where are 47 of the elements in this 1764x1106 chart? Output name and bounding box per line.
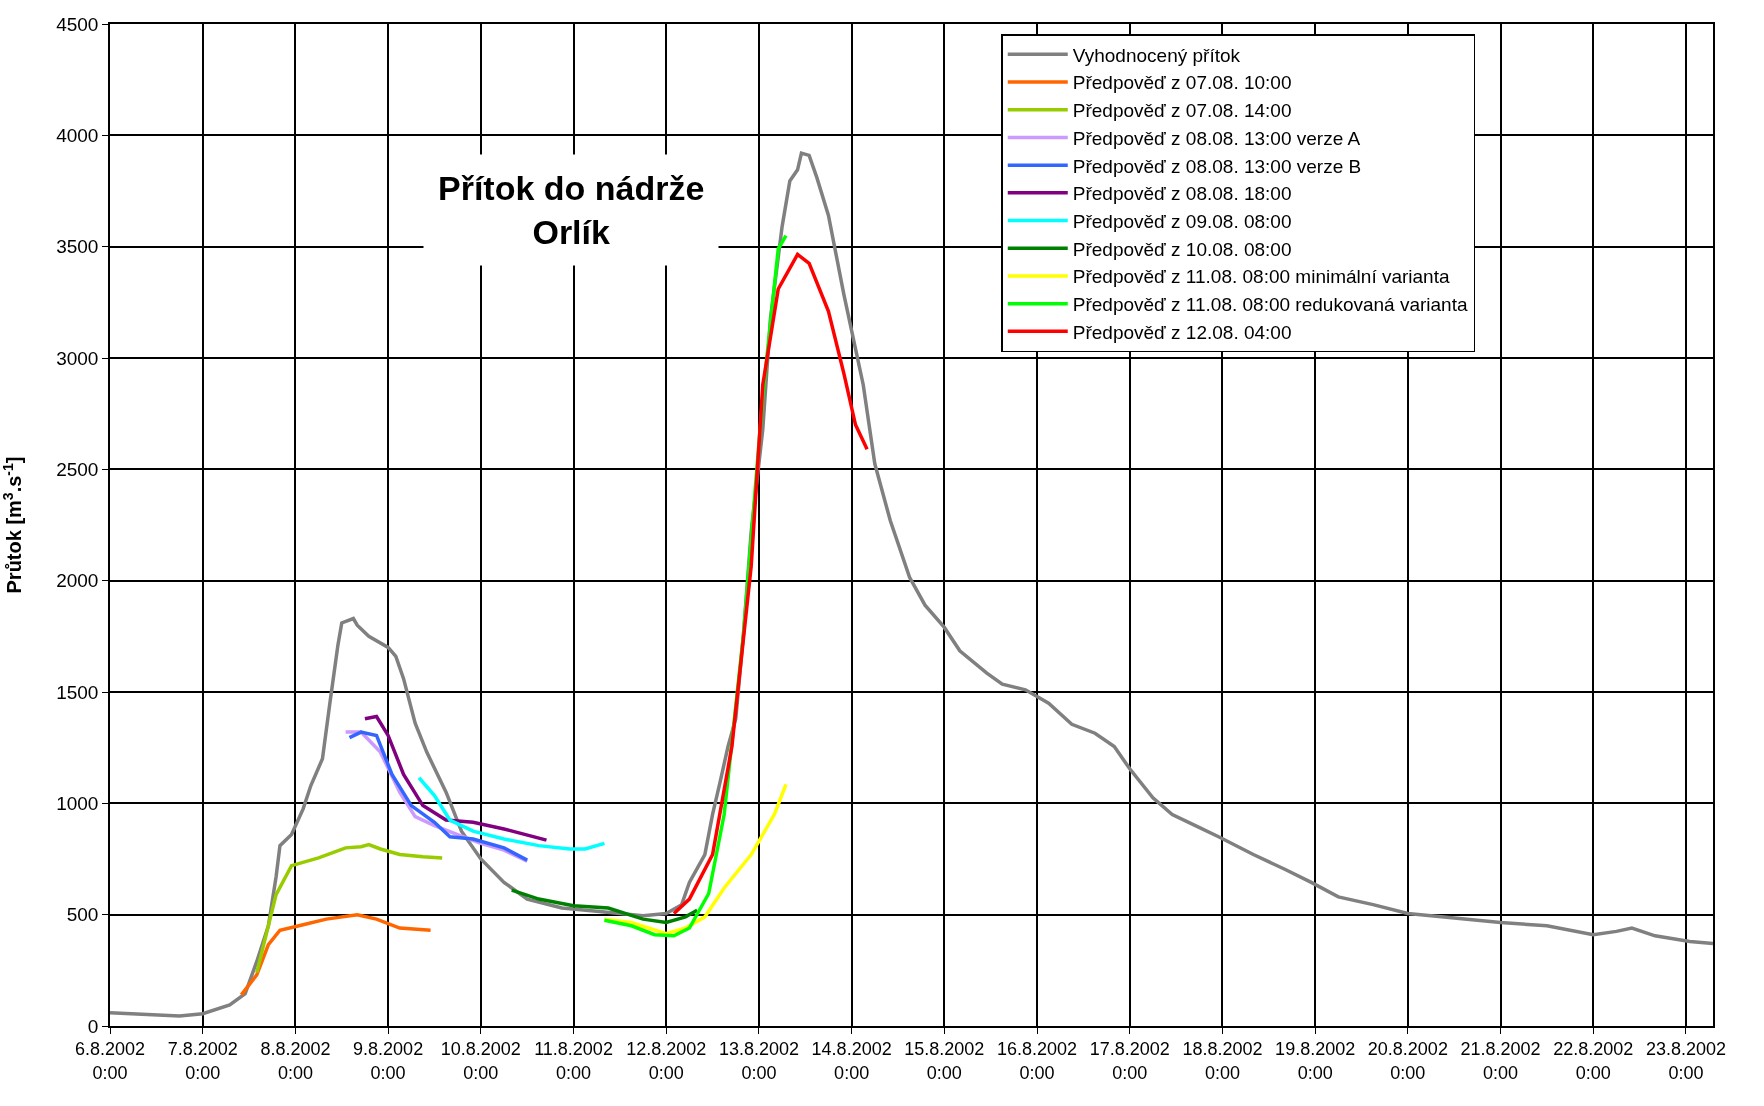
y-tick-label: 1000 xyxy=(56,792,99,814)
line-series xyxy=(363,714,549,842)
line-series xyxy=(239,912,433,997)
x-tick-label: 15.8.2002 0:00 xyxy=(904,1039,985,1083)
y-tick-label: 3000 xyxy=(56,347,99,369)
legend-label: Vyhodnocený přítok xyxy=(1072,44,1241,66)
x-tick-label: 19.8.2002 0:00 xyxy=(1275,1039,1356,1083)
y-tick-label: 2000 xyxy=(56,570,99,592)
y-tick-label: 2500 xyxy=(56,458,99,480)
x-tick-label: 23.8.2002 0:00 xyxy=(1645,1039,1726,1083)
x-tick-label: 10.8.2002 0:00 xyxy=(440,1039,521,1083)
x-tick-label: 6.8.2002 0:00 xyxy=(74,1039,146,1083)
x-tick-label: 14.8.2002 0:00 xyxy=(811,1039,892,1083)
x-tick-label: 12.8.2002 0:00 xyxy=(626,1039,707,1083)
line-series xyxy=(602,782,788,936)
legend-label: Předpověď z 08.08. 13:00 verze A xyxy=(1072,127,1361,149)
legend-label: Předpověď z 11.08. 08:00 redukovaná varianta xyxy=(1072,294,1468,316)
x-tick-label: 22.8.2002 0:00 xyxy=(1553,1039,1634,1083)
x-tick-label: 20.8.2002 0:00 xyxy=(1367,1039,1448,1083)
y-tick-label: 3500 xyxy=(56,236,99,258)
x-tick-label: 13.8.2002 0:00 xyxy=(718,1039,799,1083)
legend-label: Předpověď z 08.08. 13:00 verze B xyxy=(1072,155,1362,177)
legend-label: Předpověď z 12.08. 04:00 xyxy=(1072,321,1292,343)
x-tick-label: 7.8.2002 0:00 xyxy=(167,1039,238,1083)
line-series xyxy=(255,842,444,975)
y-tick-label: 1500 xyxy=(56,681,99,703)
legend-label: Předpověď z 07.08. 14:00 xyxy=(1072,100,1292,122)
text: Přítok do nádrže Orlík xyxy=(438,169,705,252)
x-tick-label: 9.8.2002 0:00 xyxy=(353,1039,424,1083)
legend-label: Předpověď z 10.08. 08:00 xyxy=(1072,238,1292,260)
x-tick-label: 11.8.2002 0:00 xyxy=(534,1039,613,1083)
legend-label: Předpověď z 11.08. 08:00 minimální varianta xyxy=(1072,266,1450,288)
legend-label: Předpověď z 08.08. 18:00 xyxy=(1072,183,1292,205)
y-tick-label: 4500 xyxy=(56,13,99,35)
x-tick-label: 18.8.2002 0:00 xyxy=(1182,1039,1263,1083)
line-series xyxy=(672,252,869,916)
y-tick-label: 4000 xyxy=(56,124,99,146)
y-tick-label: 0 xyxy=(87,1015,99,1037)
x-tick-label: 8.8.2002 0:00 xyxy=(260,1039,331,1083)
x-tick-label: 21.8.2002 0:00 xyxy=(1460,1039,1541,1083)
line-series xyxy=(509,888,699,925)
y-tick-label: 500 xyxy=(66,904,99,926)
legend-label: Předpověď z 07.08. 10:00 xyxy=(1072,72,1292,94)
legend-label: Předpověď z 09.08. 08:00 xyxy=(1072,210,1292,232)
x-tick-label: 16.8.2002 0:00 xyxy=(997,1039,1078,1083)
x-tick-label: 17.8.2002 0:00 xyxy=(1089,1039,1170,1083)
line-series xyxy=(417,775,607,851)
